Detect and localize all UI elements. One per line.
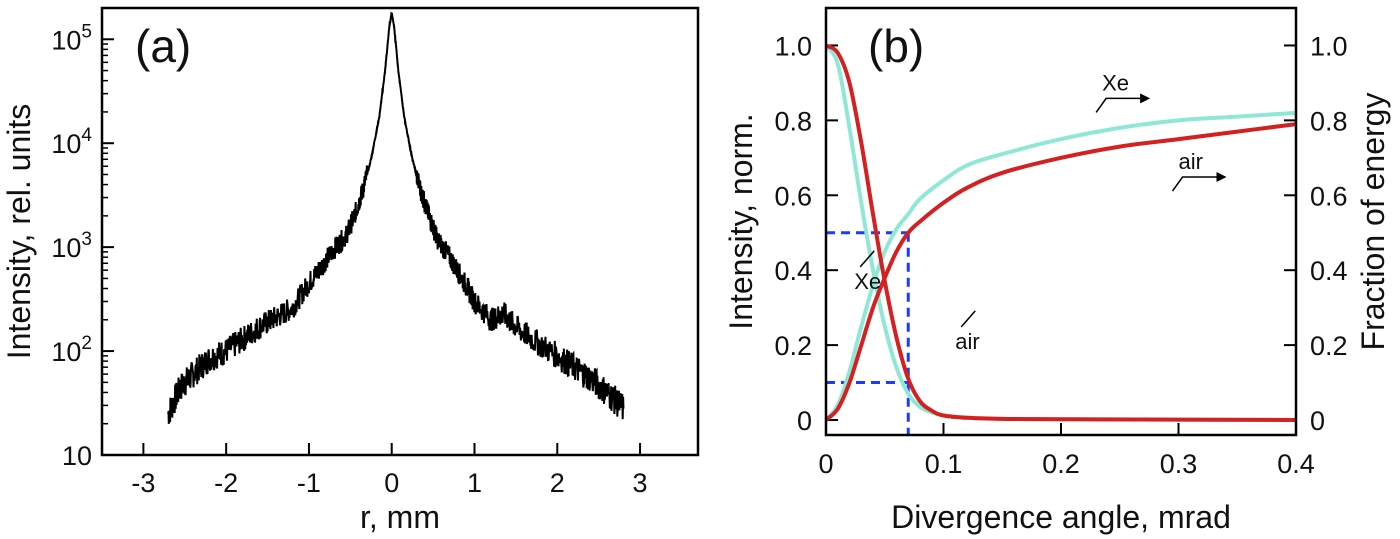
y-tick-label-a: 10 (62, 441, 92, 471)
x-tick-label-a: -3 (131, 468, 155, 498)
annotation-leader (859, 250, 875, 268)
y-tick-exp-a: 4 (81, 125, 92, 146)
x-axis-title-a: r, mm (360, 499, 440, 535)
y2-tick-label-b: 0.6 (1310, 181, 1348, 211)
y-tick-label-a: 105 (51, 21, 92, 55)
panel-b: 0 0.1 0.2 0.3 0.4 0 0.2 0.4 0.6 0.8 1.0 0 0.2 0.4 0.6 0… (723, 6, 1391, 535)
x-tick-label-a: 1 (467, 468, 482, 498)
y-tick-label-b: 0.2 (774, 331, 812, 361)
y-axis-title-a: Intensity, rel. units (1, 104, 37, 360)
y2-tick-label-b: 0.2 (1310, 331, 1348, 361)
y2-tick-label-b: 1.0 (1310, 31, 1348, 61)
intensity-curve-air (824, 43, 1297, 422)
annotation-arrow (1171, 176, 1217, 192)
energy-fraction-curve-air (824, 122, 1297, 422)
x-tick-label-b: 0.4 (1277, 449, 1315, 479)
x-tick-label-b: 0.1 (925, 449, 963, 479)
x-tick-label-a: 3 (633, 468, 648, 498)
energy-fraction-curve-xe (824, 110, 1297, 422)
y2-tick-label-b: 0.4 (1310, 256, 1348, 286)
intensity-trace (167, 11, 625, 424)
annotation-arrowhead (1140, 93, 1151, 104)
y-tick-label-b: 0.8 (774, 106, 812, 136)
y-tick-label-b: 0.4 (774, 256, 812, 286)
annotation-label: air (955, 329, 979, 354)
axes-frame-b (824, 6, 1298, 437)
y-tick-exp-a: 5 (81, 21, 92, 42)
y-tick-label-b: 0.6 (774, 181, 812, 211)
axes-frame-a (100, 6, 700, 457)
x-tick-label-a: 2 (550, 468, 565, 498)
annotation-label: air (1179, 149, 1203, 174)
y2-tick-label-b: 0.8 (1310, 106, 1348, 136)
y-axis-title-b: Intensity, norm. (723, 113, 759, 329)
panel-label-a: (a) (135, 20, 191, 72)
y-tick-label-a: 104 (51, 125, 92, 159)
x-axis-title-b: Divergence angle, mrad (891, 499, 1231, 535)
y-tick-base-a: 10 (51, 129, 81, 159)
x-tick-label-b: 0.3 (1160, 449, 1198, 479)
y-tick-base-a: 10 (51, 25, 81, 55)
x-tick-label-b: 0 (818, 449, 833, 479)
y-tick-exp-a: 3 (81, 229, 92, 250)
y-tick-label-b: 0 (797, 406, 812, 436)
y-tick-base-a: 10 (51, 337, 81, 367)
x-tick-label-a: -2 (214, 468, 238, 498)
annotation-arrow (1095, 97, 1141, 113)
annotation-label: Xe (1102, 70, 1129, 95)
x-tick-label-a: 0 (384, 468, 399, 498)
annotation-leader (960, 310, 976, 328)
annotation-label: Xe (854, 269, 881, 294)
panel-label-b: (b) (868, 20, 924, 72)
y-tick-exp-a: 2 (81, 333, 92, 354)
annotation-arrowhead (1216, 172, 1227, 183)
y-tick-label-b: 1.0 (774, 31, 812, 61)
y-tick-label-a: 103 (51, 229, 92, 263)
y-tick-base-a: 10 (62, 441, 92, 471)
y2-tick-label-b: 0 (1310, 406, 1325, 436)
y-tick-label-a: 102 (51, 333, 92, 367)
x-tick-label-a: -1 (297, 468, 321, 498)
x-tick-label-b: 0.2 (1042, 449, 1080, 479)
y-tick-base-a: 10 (51, 233, 81, 263)
y2-axis-title-b: Fraction of energy (1355, 93, 1391, 351)
